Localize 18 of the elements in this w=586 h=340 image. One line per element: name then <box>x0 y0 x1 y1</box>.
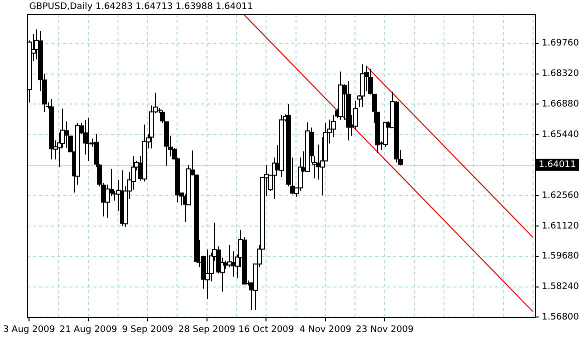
x-tick-label: 16 Oct 2009 <box>238 324 294 335</box>
x-tick-label: 28 Sep 2009 <box>178 324 236 335</box>
y-tick-label: 1.61120 <box>542 221 580 232</box>
y-tick-label: 1.66880 <box>542 100 580 110</box>
y-tick-label: 1.58240 <box>542 282 580 292</box>
y-tick-label: 1.69760 <box>542 38 580 49</box>
x-tick-label: 21 Aug 2009 <box>59 324 118 335</box>
chart-title: GBPUSD,Daily 1.64283 1.64713 1.63988 1.64011 <box>29 2 253 12</box>
y-tick-label: 1.62560 <box>542 190 580 201</box>
x-tick-label: 3 Aug 2009 <box>3 324 56 335</box>
y-tick-label: 1.65440 <box>542 130 580 140</box>
ref-line-label: 1.64011 <box>538 160 576 170</box>
x-tick-label: 9 Sep 2009 <box>122 324 174 335</box>
x-tick-label: 4 Nov 2009 <box>299 324 352 335</box>
y-tick-label: 1.68320 <box>542 69 580 80</box>
y-tick-label: 1.56800 <box>542 312 580 323</box>
x-tick-label: 23 Nov 2009 <box>356 324 414 335</box>
y-tick-label: 1.59680 <box>542 252 580 262</box>
